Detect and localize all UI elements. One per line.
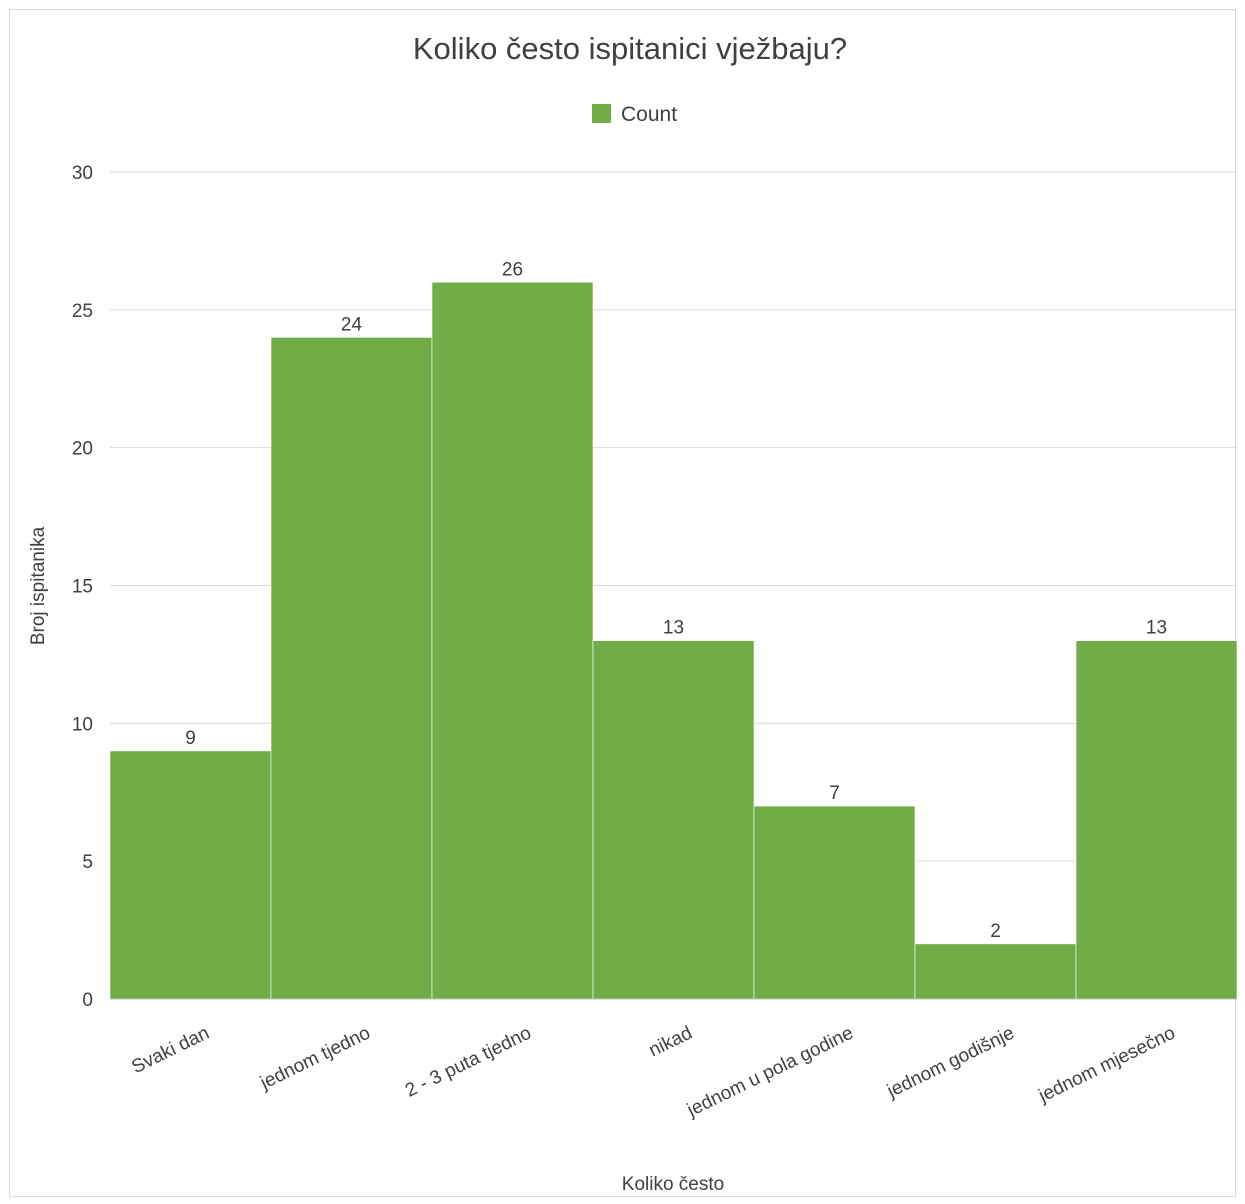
- bar: [109, 750, 272, 1000]
- data-label: 2: [990, 921, 1001, 942]
- bar: [431, 281, 594, 1000]
- y-tick-label: 15: [72, 577, 93, 598]
- x-tick-label: jednom godišnje: [883, 1023, 1017, 1103]
- chart-title: Koliko često ispitanici vježbaju?: [413, 31, 847, 66]
- y-tick-label: 25: [72, 301, 93, 322]
- y-tick-label: 10: [72, 714, 93, 735]
- data-label: 9: [185, 728, 196, 749]
- y-tick-label: 5: [82, 852, 93, 873]
- y-axis-ticks: 0 5 10 15 20 25 30: [72, 163, 93, 1011]
- y-tick-label: 30: [72, 163, 93, 184]
- data-label: 13: [1146, 618, 1167, 639]
- bar: [914, 943, 1077, 1000]
- legend-label: Count: [621, 103, 677, 126]
- x-tick-label: jednom mjesečno: [1035, 1023, 1179, 1108]
- data-labels: 9 24 26 13 7 2 13: [185, 259, 1167, 942]
- y-tick-label: 0: [82, 990, 93, 1011]
- x-axis-categories: Svaki dan jednom tjedno 2 - 3 puta tjedno n…: [128, 1023, 1178, 1122]
- y-tick-label: 20: [72, 439, 93, 460]
- bar: [270, 337, 433, 1000]
- data-label: 24: [341, 314, 363, 335]
- legend-swatch: [592, 104, 611, 123]
- x-tick-label: Svaki dan: [128, 1023, 212, 1078]
- data-label: 13: [663, 618, 684, 639]
- data-label: 26: [502, 259, 523, 280]
- x-tick-label: 2 - 3 puta tjedno: [402, 1023, 535, 1102]
- legend: Count: [592, 103, 677, 126]
- bar: [753, 805, 916, 1000]
- x-tick-label: jednom u pola godine: [683, 1023, 856, 1122]
- x-tick-label: nikad: [646, 1023, 696, 1062]
- bars: [109, 281, 1238, 1000]
- x-axis-title: Koliko često: [622, 1174, 724, 1195]
- data-label: 7: [829, 783, 840, 804]
- y-axis-title: Broj ispitanika: [28, 526, 49, 645]
- x-tick-label: jednom tjedno: [256, 1023, 373, 1095]
- bar: [592, 640, 755, 1000]
- bar: [1075, 640, 1238, 1000]
